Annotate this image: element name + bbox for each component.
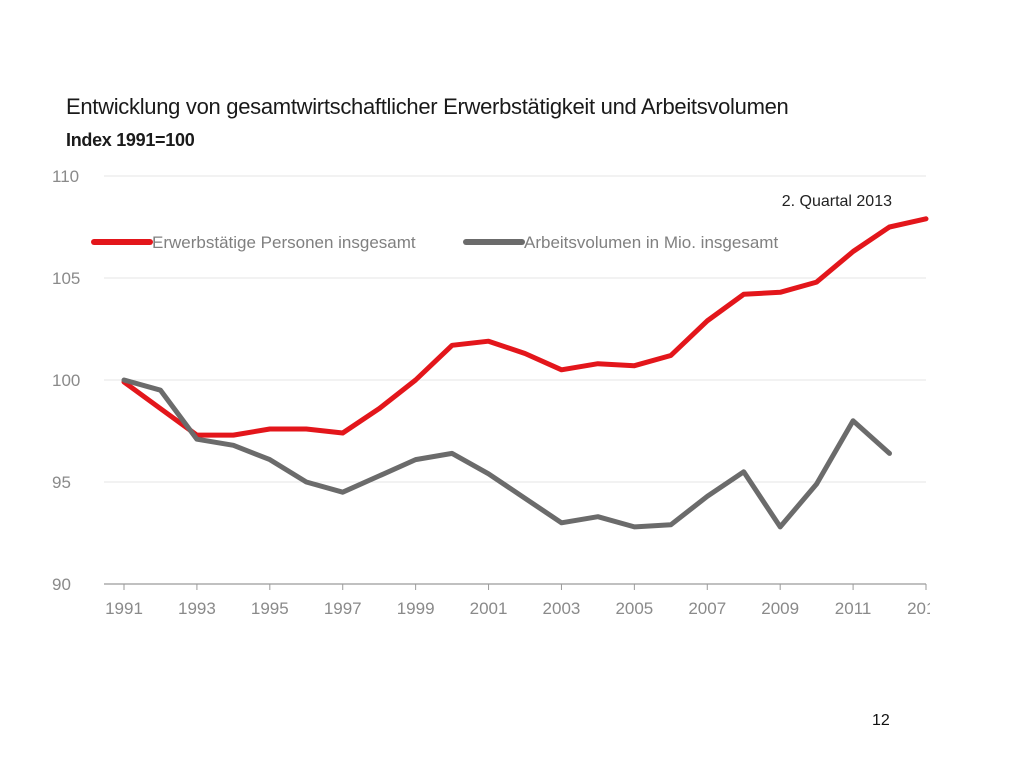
x-tick-label: 2005 [615,599,653,618]
x-tick-label: 1995 [251,599,289,618]
y-tick-label: 105 [52,269,80,288]
y-tick-label: 95 [52,473,71,492]
y-tick-label: 100 [52,371,80,390]
legend-label: Arbeitsvolumen in Mio. insgesamt [524,233,778,252]
chart-subtitle: Index 1991=100 [66,130,195,150]
series-line-arbeitsvolumen [121,377,892,530]
x-tick-label: 1991 [105,599,143,618]
legend-label: Erwerbstätige Personen insgesamt [152,233,416,252]
x-tick-label: 2001 [470,599,508,618]
legend: Erwerbstätige Personen insgesamt Arbeitsv… [91,233,778,252]
x-tick-label: 1999 [397,599,435,618]
y-tick-label: 110 [52,167,79,186]
x-tick-label: 1993 [178,599,216,618]
x-tick-label: 1997 [324,599,362,618]
x-axis-tick-labels: 1991 1993 1995 1997 1999 2001 2003 2005 2007 2009… [105,584,930,618]
series-lines [121,216,929,530]
gridlines [104,175,926,585]
x-tick-label: 2011 [835,599,872,618]
page-number: 12 [872,712,890,729]
line-chart: 90 95 100 105 110 1991 1993 1995 1997 1999 2001 20… [52,167,930,618]
chart-panel: 90 95 100 105 110 1991 1993 1995 1997 1999 2001 20… [46,156,930,630]
x-tick-label: 2009 [761,599,799,618]
y-axis-tick-labels: 90 95 100 105 110 [52,167,80,594]
chart-title: Entwicklung von gesamtwirtschaftlicher E… [66,94,789,119]
series-line-erwerbstaetige [121,216,929,438]
y-tick-label: 90 [52,575,71,594]
annotation-label: 2. Quartal 2013 [782,193,892,210]
x-tick-label: 2007 [688,599,726,618]
x-tick-label: 2003 [543,599,581,618]
x-tick-label: 2013 [907,599,930,618]
